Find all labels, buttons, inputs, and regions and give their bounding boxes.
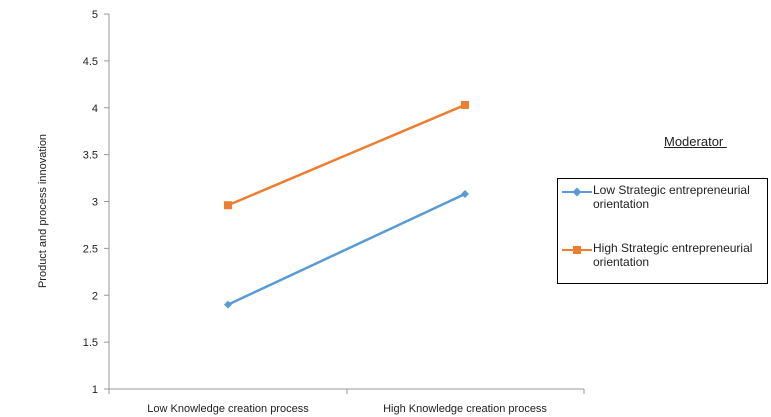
legend-label-high: High Strategic entrepreneurial orientati… [593, 241, 753, 269]
x-tick-label-high: High Knowledge creation process [383, 403, 547, 415]
y-tick-label: 3.5 [83, 150, 98, 162]
y-tick-labels: 1 1.5 2 2.5 3 3.5 4 4.5 5 [83, 9, 98, 396]
y-tick-label: 2 [92, 290, 98, 302]
legend: Low Strategic entrepreneurial orientatio… [557, 178, 768, 284]
y-tick-label: 1.5 [83, 337, 98, 349]
series-line-low [227, 192, 466, 306]
y-tick-label: 4.5 [83, 56, 98, 68]
series-group [224, 100, 469, 309]
legend-swatch-high [562, 244, 592, 256]
data-point-high-1 [461, 100, 469, 109]
legend-item-high: High Strategic entrepreneurial orientati… [558, 241, 763, 269]
legend-swatch-low [562, 186, 592, 198]
y-tick-label: 5 [92, 9, 98, 21]
axes [104, 13, 585, 394]
legend-title: Moderator [664, 134, 727, 149]
data-point-high-0 [224, 201, 232, 210]
y-tick-label: 4 [92, 103, 98, 115]
data-point-low-0 [224, 300, 232, 309]
series-line-high [227, 103, 466, 207]
y-tick-label: 1 [92, 384, 98, 396]
data-point-low-1 [461, 190, 469, 198]
legend-label-low: Low Strategic entrepreneurial orientatio… [593, 183, 750, 211]
x-tick-labels: Low Knowledge creation process High Know… [147, 403, 547, 415]
y-tick-label: 2.5 [83, 243, 98, 255]
legend-item-low: Low Strategic entrepreneurial orientatio… [558, 183, 763, 211]
x-tick-label-low: Low Knowledge creation process [147, 403, 309, 415]
y-axis-label: Product and process innovation [37, 134, 49, 288]
y-tick-label: 3 [92, 197, 98, 209]
